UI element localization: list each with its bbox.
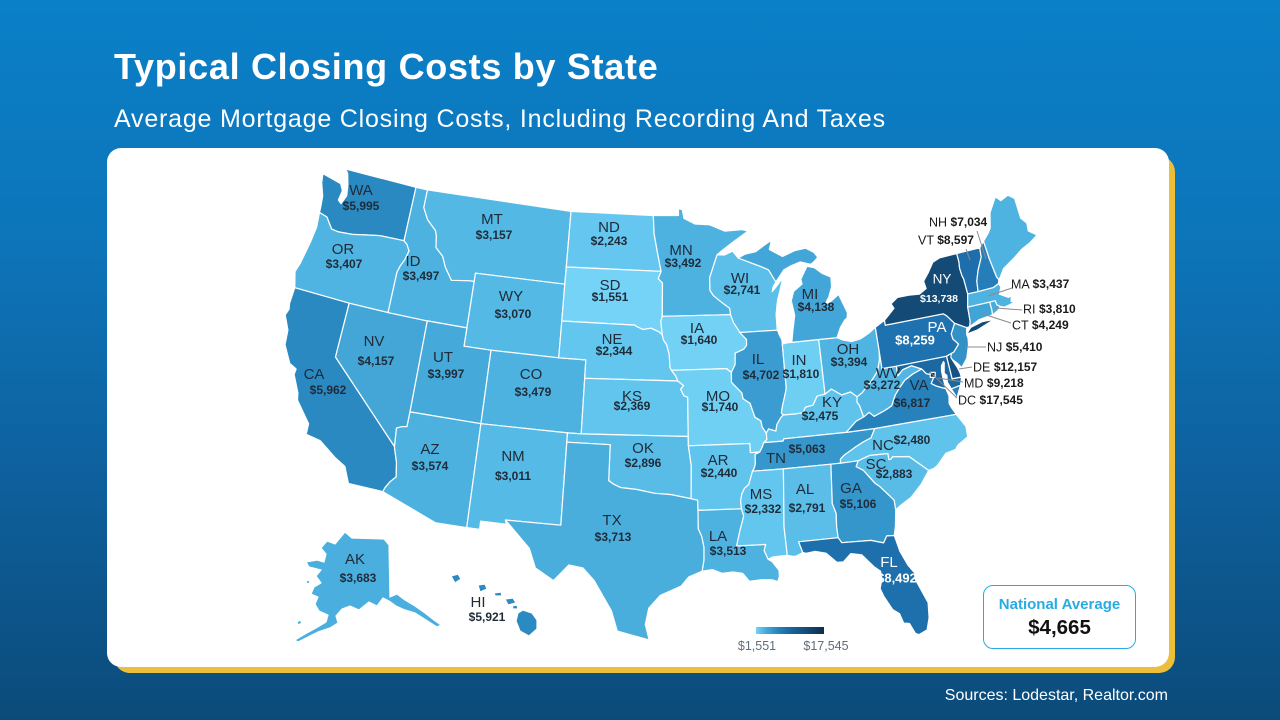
- svg-text:WV: WV: [876, 365, 900, 382]
- svg-text:$3,683: $3,683: [340, 571, 377, 585]
- svg-text:$3,492: $3,492: [665, 256, 702, 270]
- svg-text:IA: IA: [690, 320, 704, 337]
- svg-text:$5,962: $5,962: [310, 383, 347, 397]
- svg-text:$3,513: $3,513: [710, 544, 747, 558]
- svg-text:MI: MI: [802, 286, 819, 303]
- svg-text:$3,407: $3,407: [326, 257, 363, 271]
- svg-text:$5,063: $5,063: [789, 442, 826, 456]
- svg-text:PA: PA: [928, 319, 947, 336]
- svg-text:$4,702: $4,702: [743, 368, 780, 382]
- svg-text:NV: NV: [364, 333, 385, 350]
- svg-text:$3,272: $3,272: [864, 378, 901, 392]
- svg-text:$5,995: $5,995: [343, 199, 380, 213]
- svg-text:$5,921: $5,921: [469, 610, 506, 624]
- svg-text:$2,475: $2,475: [802, 409, 839, 423]
- svg-text:$4,138: $4,138: [798, 300, 835, 314]
- svg-text:MD $9,218: MD $9,218: [964, 376, 1024, 390]
- svg-text:$3,497: $3,497: [403, 269, 440, 283]
- svg-text:FL: FL: [880, 554, 898, 571]
- svg-text:HI: HI: [471, 594, 486, 611]
- svg-text:$2,896: $2,896: [625, 456, 662, 470]
- svg-text:NC: NC: [872, 437, 894, 454]
- svg-text:$2,440: $2,440: [701, 466, 738, 480]
- svg-text:TN: TN: [766, 450, 786, 467]
- svg-text:$3,574: $3,574: [412, 459, 449, 473]
- svg-text:AZ: AZ: [420, 441, 439, 458]
- svg-text:TX: TX: [602, 512, 621, 529]
- svg-text:NM: NM: [501, 448, 524, 465]
- svg-text:MS: MS: [750, 486, 773, 503]
- svg-text:AK: AK: [345, 551, 365, 568]
- svg-text:WI: WI: [731, 270, 749, 287]
- svg-text:$1,551: $1,551: [738, 639, 776, 653]
- svg-text:$3,157: $3,157: [476, 228, 513, 242]
- svg-text:$3,479: $3,479: [515, 385, 552, 399]
- svg-text:AL: AL: [796, 481, 814, 498]
- svg-text:$8,492: $8,492: [877, 570, 917, 585]
- svg-text:IN: IN: [792, 352, 807, 369]
- svg-text:MO: MO: [706, 388, 730, 405]
- svg-text:SD: SD: [600, 277, 621, 294]
- svg-text:CO: CO: [520, 366, 543, 383]
- svg-text:$2,369: $2,369: [614, 399, 651, 413]
- svg-text:$1,810: $1,810: [783, 367, 820, 381]
- svg-text:NY: NY: [933, 272, 952, 287]
- svg-text:NE: NE: [602, 331, 623, 348]
- svg-text:KY: KY: [822, 394, 842, 411]
- svg-text:CT $4,249: CT $4,249: [1012, 318, 1069, 332]
- svg-text:OH: OH: [837, 341, 860, 358]
- svg-text:IL: IL: [752, 351, 765, 368]
- svg-text:DC $17,545: DC $17,545: [958, 393, 1023, 407]
- svg-text:$3,394: $3,394: [831, 355, 868, 369]
- svg-text:GA: GA: [840, 480, 862, 497]
- svg-text:$3,070: $3,070: [495, 307, 532, 321]
- svg-text:$3,997: $3,997: [428, 367, 465, 381]
- svg-text:DE $12,157: DE $12,157: [973, 360, 1038, 374]
- svg-text:$13,738: $13,738: [920, 293, 958, 305]
- svg-text:$1,551: $1,551: [592, 290, 629, 304]
- svg-text:MA $3,437: MA $3,437: [1011, 277, 1070, 291]
- svg-text:$1,740: $1,740: [702, 400, 739, 414]
- svg-text:OK: OK: [632, 440, 654, 457]
- svg-text:$17,545: $17,545: [803, 639, 848, 653]
- svg-text:$2,243: $2,243: [591, 234, 628, 248]
- svg-text:$4,157: $4,157: [358, 354, 395, 368]
- svg-text:VA: VA: [910, 377, 929, 394]
- svg-text:RI $3,810: RI $3,810: [1023, 302, 1076, 316]
- svg-text:ID: ID: [406, 253, 421, 270]
- svg-text:$2,480: $2,480: [894, 433, 931, 447]
- svg-text:$2,883: $2,883: [876, 467, 913, 481]
- svg-text:$2,741: $2,741: [724, 283, 761, 297]
- svg-text:CA: CA: [304, 366, 325, 383]
- svg-text:$8,259: $8,259: [895, 332, 935, 347]
- svg-text:$2,791: $2,791: [789, 501, 826, 515]
- svg-text:NJ $5,410: NJ $5,410: [987, 340, 1043, 354]
- svg-text:$6,817: $6,817: [894, 396, 931, 410]
- svg-text:$1,640: $1,640: [681, 333, 718, 347]
- svg-text:OR: OR: [332, 241, 355, 258]
- svg-text:LA: LA: [709, 528, 727, 545]
- svg-text:NH $7,034: NH $7,034: [929, 215, 988, 229]
- svg-text:KS: KS: [622, 388, 642, 405]
- svg-text:WY: WY: [499, 288, 523, 305]
- svg-text:WA: WA: [349, 182, 373, 199]
- svg-text:$3,011: $3,011: [495, 469, 531, 483]
- svg-text:$3,713: $3,713: [595, 530, 632, 544]
- svg-text:VT $8,597: VT $8,597: [918, 233, 974, 247]
- svg-text:ND: ND: [598, 219, 620, 236]
- svg-text:UT: UT: [433, 349, 453, 366]
- svg-text:$2,332: $2,332: [745, 502, 782, 516]
- svg-text:AR: AR: [708, 452, 729, 469]
- svg-text:$5,106: $5,106: [840, 497, 877, 511]
- svg-text:MT: MT: [481, 211, 503, 228]
- svg-text:$2,344: $2,344: [596, 344, 633, 358]
- svg-text:SC: SC: [866, 456, 887, 473]
- svg-text:MN: MN: [669, 242, 692, 259]
